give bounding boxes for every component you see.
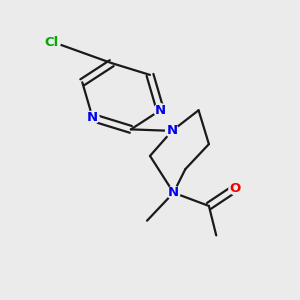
Circle shape (43, 34, 60, 51)
Circle shape (154, 104, 167, 117)
Text: N: N (87, 111, 98, 124)
Circle shape (167, 186, 180, 199)
Text: O: O (230, 182, 241, 195)
Text: N: N (167, 124, 178, 137)
Circle shape (86, 111, 99, 124)
Circle shape (166, 124, 178, 137)
Text: Cl: Cl (44, 36, 58, 49)
Circle shape (229, 182, 242, 195)
Text: N: N (155, 104, 166, 117)
Text: N: N (168, 186, 179, 199)
